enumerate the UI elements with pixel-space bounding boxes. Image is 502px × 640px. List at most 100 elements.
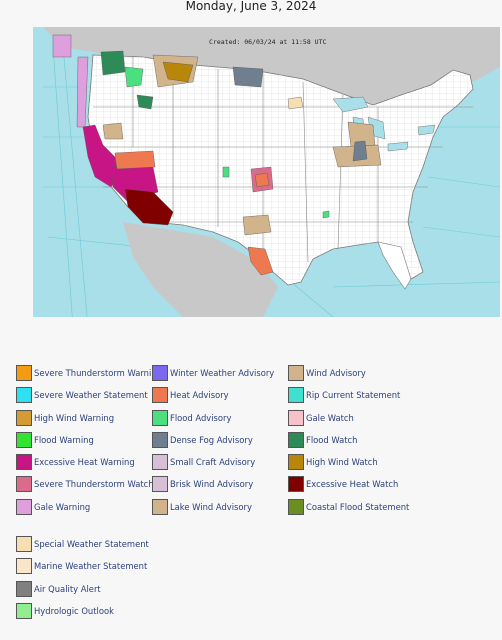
flood-advisory-small-2	[322, 210, 330, 219]
swatch-hydrologic-outlook	[16, 603, 32, 619]
legend-label: Flood Advisory	[170, 413, 232, 423]
state-lines	[93, 57, 473, 263]
legend-label: Flood Watch	[306, 435, 358, 445]
swatch-lake-wind-advisory	[152, 499, 168, 515]
legend-label: Severe Thunderstorm Warning	[34, 368, 162, 378]
swatch-special-weather-statement	[16, 536, 32, 552]
map-created-text: Created: 06/03/24 at 11:58 UTC	[209, 38, 326, 46]
swatch-severe-tstorm-watch	[16, 476, 32, 492]
legend-label: Brisk Wind Advisory	[170, 479, 254, 489]
dense-fog-nd	[232, 66, 264, 88]
canada-land	[43, 27, 500, 107]
legend-label: Excessive Heat Watch	[306, 479, 399, 489]
legend-label: Excessive Heat Warning	[34, 457, 135, 467]
swatch-severe-weather-statement	[16, 387, 32, 403]
gale-warning-area	[52, 34, 72, 58]
swatch-rip-current-statement	[288, 387, 304, 403]
swatch-winter-weather-advisory	[152, 365, 168, 381]
legend-label: High Wind Watch	[306, 457, 378, 467]
legend-item: Lake Wind Advisory	[152, 499, 252, 515]
legend-label: Coastal Flood Statement	[306, 502, 410, 512]
flood-watch-idaho	[136, 94, 154, 110]
swatch-marine-weather-statement	[16, 558, 32, 574]
legend-label: Winter Weather Advisory	[170, 368, 275, 378]
wind-advisory-ok	[242, 214, 272, 236]
swatch-flood-advisory	[152, 410, 168, 426]
legend-item: Wind Advisory	[288, 365, 366, 381]
swatch-brisk-wind-advisory	[152, 476, 168, 492]
swatch-flood-warning	[16, 432, 32, 448]
dense-fog-in	[352, 140, 368, 162]
legend-label: Special Weather Statement	[34, 539, 149, 549]
weather-alert-map[interactable]: Created: 06/03/24 at 11:58 UTC	[33, 27, 500, 317]
swatch-wind-advisory	[288, 365, 304, 381]
heat-advisory-ut	[114, 150, 156, 170]
legend-item: Hydrologic Outlook	[16, 603, 114, 619]
mexico-land	[123, 222, 278, 317]
swatch-flood-watch	[288, 432, 304, 448]
swatch-coastal-flood-statement	[288, 499, 304, 515]
swatch-heat-advisory	[152, 387, 168, 403]
legend-item: Winter Weather Advisory	[152, 365, 274, 381]
legend-label: Severe Thunderstorm Watch	[34, 479, 154, 489]
gale-warning-coast	[76, 56, 89, 128]
map-svg: Created: 06/03/24 at 11:58 UTC	[43, 27, 500, 317]
legend-item: Special Weather Statement	[16, 536, 149, 552]
swatch-dense-fog-advisory	[152, 432, 168, 448]
legend-item: High Wind Warning	[16, 410, 114, 426]
legend-item: Flood Advisory	[152, 410, 231, 426]
special-weather-ia	[287, 96, 304, 110]
florida	[377, 241, 412, 290]
swatch-air-quality-alert	[16, 581, 32, 597]
legend-item: Brisk Wind Advisory	[152, 476, 253, 492]
page-title: Monday, June 3, 2024	[185, 0, 317, 13]
legend-label: Hydrologic Outlook	[34, 606, 114, 616]
swatch-excessive-heat-watch	[288, 476, 304, 492]
legend-label: Air Quality Alert	[34, 584, 101, 594]
legend-label: Heat Advisory	[170, 390, 229, 400]
legend-item: Severe Thunderstorm Watch	[16, 476, 154, 492]
legend-item: High Wind Watch	[288, 454, 378, 470]
legend-label: Gale Watch	[306, 413, 354, 423]
legend-label: Wind Advisory	[306, 368, 366, 378]
legend-item: Rip Current Statement	[288, 387, 400, 403]
legend-item: Excessive Heat Warning	[16, 454, 135, 470]
legend-item: Marine Weather Statement	[16, 558, 147, 574]
legend-label: High Wind Warning	[34, 413, 115, 423]
legend-item: Excessive Heat Watch	[288, 476, 398, 492]
swatch-small-craft-advisory	[152, 454, 168, 470]
legend-label: Severe Weather Statement	[34, 390, 148, 400]
swatch-high-wind-warning	[16, 410, 32, 426]
legend-item: Heat Advisory	[152, 387, 229, 403]
swatch-high-wind-watch	[288, 454, 304, 470]
legend-item: Gale Watch	[288, 410, 354, 426]
legend-label: Lake Wind Advisory	[170, 502, 252, 512]
legend-label: Gale Warning	[34, 502, 91, 512]
legend-item: Flood Watch	[288, 432, 357, 448]
legend-label: Marine Weather Statement	[34, 561, 148, 571]
swatch-gale-warning	[16, 499, 32, 515]
alert-areas	[52, 34, 382, 276]
excessive-heat-watch-az	[124, 188, 174, 226]
legend-item: Small Craft Advisory	[152, 454, 255, 470]
wind-advisory-wy	[102, 122, 124, 140]
heat-advisory-tx	[247, 246, 274, 276]
legend-item: Coastal Flood Statement	[288, 499, 409, 515]
legend-label: Small Craft Advisory	[170, 457, 256, 467]
swatch-severe-tstorm-warning	[16, 365, 32, 381]
legend-item: Air Quality Alert	[16, 581, 101, 597]
legend-label: Flood Warning	[34, 435, 94, 445]
legend-item: Severe Weather Statement	[16, 387, 148, 403]
legend-label: Dense Fog Advisory	[170, 435, 253, 445]
legend-label: Rip Current Statement	[306, 390, 401, 400]
legend-item: Dense Fog Advisory	[152, 432, 253, 448]
flood-advisory-nw	[124, 66, 144, 88]
heat-advisory-ks	[254, 172, 270, 188]
flood-advisory-small-1	[222, 166, 230, 178]
legend-item: Severe Thunderstorm Warning	[16, 365, 162, 381]
swatch-gale-watch	[288, 410, 304, 426]
flood-watch-nw	[100, 50, 126, 76]
legend-item: Gale Warning	[16, 499, 90, 515]
swatch-excessive-heat-warning	[16, 454, 32, 470]
legend-item: Flood Warning	[16, 432, 94, 448]
